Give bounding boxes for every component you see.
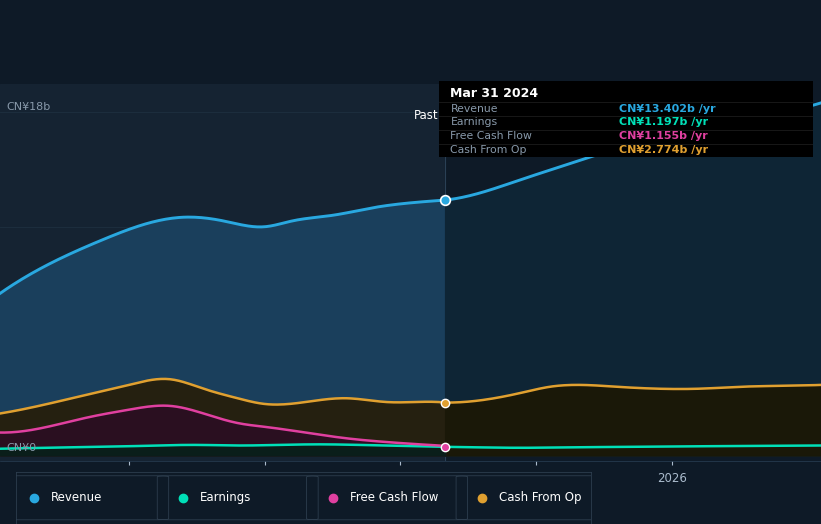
Text: Cash From Op: Cash From Op	[451, 145, 527, 155]
Text: Earnings: Earnings	[451, 117, 498, 127]
Text: Past: Past	[414, 108, 438, 122]
Text: CN¥1.197b /yr: CN¥1.197b /yr	[618, 117, 708, 127]
Text: CN¥2.774b /yr: CN¥2.774b /yr	[618, 145, 708, 155]
Bar	[0, 84, 445, 461]
Text: Revenue: Revenue	[51, 492, 103, 504]
Text: Free Cash Flow: Free Cash Flow	[350, 492, 438, 504]
Text: CN¥13.402b /yr: CN¥13.402b /yr	[618, 104, 715, 114]
Text: Analysts Forecasts: Analysts Forecasts	[459, 108, 569, 122]
Text: CN¥18b: CN¥18b	[7, 102, 51, 113]
Bar	[445, 84, 821, 461]
Text: Mar 31 2024: Mar 31 2024	[451, 86, 539, 100]
Text: Earnings: Earnings	[200, 492, 252, 504]
Text: Cash From Op: Cash From Op	[499, 492, 581, 504]
Text: Free Cash Flow: Free Cash Flow	[451, 131, 532, 141]
Text: Revenue: Revenue	[451, 104, 498, 114]
Text: CN¥0: CN¥0	[7, 443, 37, 453]
Text: CN¥1.155b /yr: CN¥1.155b /yr	[618, 131, 707, 141]
